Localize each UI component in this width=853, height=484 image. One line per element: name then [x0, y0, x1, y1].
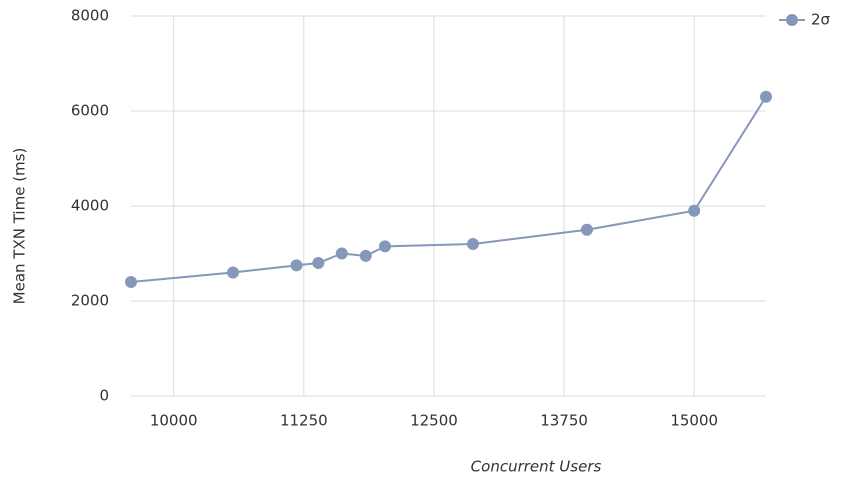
legend-label: 2σ	[811, 11, 831, 29]
y-tick-label: 6000	[71, 102, 109, 120]
x-tick-label: 12500	[410, 412, 458, 430]
series-line	[130, 96, 767, 283]
x-tick-label: 10000	[150, 412, 198, 430]
data-point	[688, 204, 701, 217]
y-tick-label: 8000	[71, 7, 109, 25]
data-point	[760, 90, 772, 103]
data-point	[379, 240, 391, 253]
data-point	[359, 249, 372, 262]
y-tick-label: 2000	[71, 292, 109, 310]
x-tick-label: 11250	[280, 412, 328, 430]
x-axis-label: Concurrent Users	[471, 458, 602, 476]
data-point	[290, 259, 303, 272]
legend-marker	[786, 14, 798, 26]
data-point	[466, 238, 479, 250]
data-point	[580, 223, 593, 236]
y-axis-label: Mean TXN Time (ms)	[11, 148, 29, 305]
data-point	[335, 247, 348, 260]
x-tick-label: 15000	[670, 412, 718, 430]
data-point	[125, 276, 137, 288]
x-tick-label: 13750	[540, 412, 588, 430]
data-point	[227, 266, 240, 279]
y-tick-label: 4000	[71, 197, 109, 215]
data-point	[312, 257, 325, 269]
y-tick-label: 0	[99, 387, 109, 405]
